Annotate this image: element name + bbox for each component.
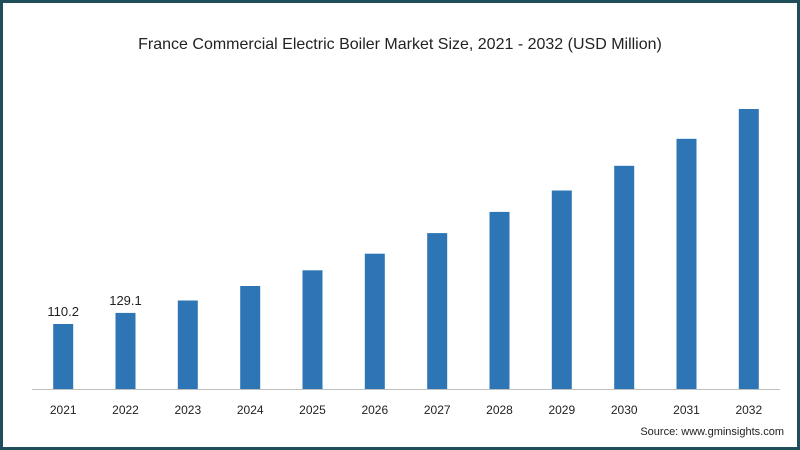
bar-2023 bbox=[177, 300, 198, 389]
bar-2031 bbox=[676, 138, 697, 389]
x-tick-label-2028: 2028 bbox=[486, 403, 513, 417]
x-tick-labels: 2021 2022 2023 2024 2025 2026 2027 2028 2029 2030… bbox=[50, 403, 763, 417]
x-tick-label-2021: 2021 bbox=[50, 403, 77, 417]
x-tick-label-2025: 2025 bbox=[299, 403, 326, 417]
x-tick-label-2029: 2029 bbox=[548, 403, 575, 417]
data-label-2021: 110.2 bbox=[47, 304, 79, 319]
x-tick-label-2027: 2027 bbox=[424, 403, 451, 417]
source-note: Source: www.gminsights.com bbox=[640, 426, 784, 438]
x-tick-label-2022: 2022 bbox=[112, 403, 139, 417]
bar-2030 bbox=[614, 165, 635, 389]
x-tick-label-2023: 2023 bbox=[174, 403, 201, 417]
bar-2021 bbox=[53, 324, 74, 389]
data-label-2022: 129.1 bbox=[109, 293, 142, 308]
bar-2028 bbox=[489, 211, 510, 389]
x-tick-label-2031: 2031 bbox=[673, 403, 700, 417]
bar-2026 bbox=[364, 253, 385, 389]
chart-title: France Commercial Electric Boiler Market… bbox=[138, 36, 662, 53]
bar-2027 bbox=[427, 233, 448, 389]
x-tick-label-2026: 2026 bbox=[361, 403, 388, 417]
x-tick-label-2032: 2032 bbox=[735, 403, 762, 417]
bar-2022 bbox=[115, 312, 136, 389]
bar-2032 bbox=[738, 109, 759, 389]
data-labels: 110.2 129.1 bbox=[47, 293, 141, 319]
bar-2029 bbox=[551, 190, 572, 389]
bar-2025 bbox=[302, 270, 323, 389]
x-tick-label-2030: 2030 bbox=[611, 403, 638, 417]
bar-2024 bbox=[240, 286, 261, 389]
bars-group bbox=[53, 109, 759, 389]
x-tick-label-2024: 2024 bbox=[237, 403, 264, 417]
